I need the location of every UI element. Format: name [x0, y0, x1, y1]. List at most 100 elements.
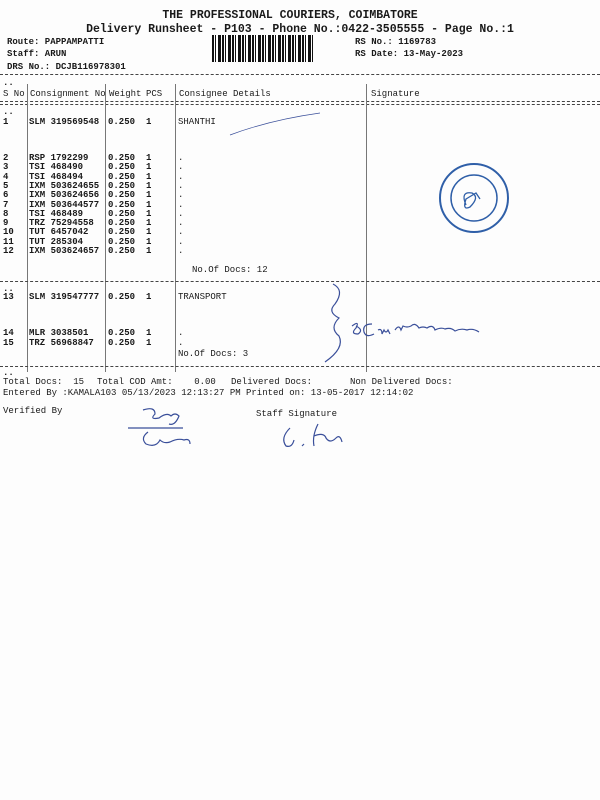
col-sno: S No [3, 89, 25, 99]
divider [0, 281, 600, 282]
cell-consignee: . [178, 338, 184, 348]
cell-sno: 4 [3, 171, 9, 182]
separator: .. [3, 78, 14, 88]
cell-consignee: TRANSPORT [178, 292, 227, 302]
column-line [105, 84, 106, 372]
cell-sno: 5 [3, 180, 9, 191]
col-pcs: PCS [146, 89, 163, 99]
cell-pcs: 1 [146, 162, 152, 173]
staff-signature-label: Staff Signature [256, 409, 338, 419]
cell-pcs: 1 [146, 292, 152, 302]
cell-consignment: TRZ 75294558 [29, 218, 94, 229]
column-line [27, 84, 28, 372]
rs-no: RS No.: 1169783 [355, 37, 437, 47]
cell-consignment: TSI 468494 [29, 171, 84, 182]
cell-sno: 7 [3, 199, 9, 210]
col-signature: Signature [371, 89, 420, 99]
cell-pcs: 1 [146, 236, 152, 247]
barcode [212, 35, 313, 62]
cell-consignment: SLM 319569548 [29, 117, 100, 127]
cell-sno: 13 [3, 292, 14, 302]
cell-sno: 6 [3, 190, 9, 201]
cell-sno: 12 [3, 246, 14, 256]
cell-pcs: 1 [146, 153, 152, 163]
cell-consignee: . [178, 180, 184, 191]
group-docs-count: No.Of Docs: 12 [192, 265, 268, 275]
cell-consignee: SHANTHI [178, 117, 216, 127]
cell-weight: 0.250 [108, 236, 136, 247]
printed-on: Printed on: 13-05-2017 12:14:02 [246, 388, 414, 398]
verified-by: Verified By [3, 406, 63, 416]
delivered-docs: Delivered Docs: [231, 377, 313, 387]
cell-pcs: 1 [146, 180, 152, 191]
company-title: THE PROFESSIONAL COURIERS, COIMBATORE [162, 9, 418, 22]
divider [0, 104, 600, 105]
cell-weight: 0.250 [108, 162, 136, 173]
cell-consignee: . [178, 218, 184, 229]
cell-weight: 0.250 [108, 153, 136, 163]
cell-consignee: . [178, 171, 184, 182]
cell-pcs: 1 [146, 338, 152, 348]
rs-date: RS Date: 13-May-2023 [355, 49, 464, 59]
cell-sno: 2 [3, 153, 9, 163]
handwritten-signatures [128, 112, 480, 447]
column-line [366, 84, 367, 372]
cell-consignment: TSI 468490 [29, 162, 84, 173]
cell-weight: 0.250 [108, 190, 136, 201]
divider [0, 101, 600, 102]
cell-weight: 0.250 [108, 218, 136, 229]
cell-weight: 0.250 [108, 171, 136, 182]
cell-pcs: 1 [146, 328, 152, 338]
cell-pcs: 1 [146, 117, 152, 127]
cell-consignment: TRZ 56968847 [29, 338, 94, 348]
cell-consignee: . [178, 236, 184, 247]
cell-sno: 14 [3, 328, 14, 338]
cell-weight: 0.250 [108, 292, 136, 302]
divider [0, 366, 600, 367]
cell-consignee: . [178, 190, 184, 201]
cell-consignee: . [178, 246, 184, 256]
separator: .. [3, 368, 14, 378]
cell-consignee: . [178, 153, 184, 163]
group-docs-count: No.Of Docs: 3 [178, 349, 249, 359]
cell-consignment: TUT 6457042 [29, 227, 89, 238]
column-line [175, 84, 176, 372]
cell-weight: 0.250 [108, 180, 136, 191]
cell-sno: 8 [3, 208, 9, 219]
cell-weight: 0.250 [108, 227, 136, 238]
cell-consignment: SLM 319547777 [29, 292, 100, 302]
cell-pcs: 1 [146, 190, 152, 201]
cell-consignment: TUT 285304 [29, 236, 84, 247]
total-docs: Total Docs: 15 [3, 377, 85, 387]
drs-no: DRS No.: DCJB116978301 [7, 62, 126, 72]
cell-sno: 3 [3, 162, 9, 173]
staff: Staff: ARUN [7, 49, 67, 59]
cell-weight: 0.250 [108, 338, 136, 348]
cell-consignee: . [178, 199, 184, 210]
cell-consignment: IXM 503624655 [29, 180, 100, 191]
non-delivered-docs: Non Delivered Docs: [350, 377, 453, 387]
cell-sno: 1 [3, 117, 9, 127]
cell-consignment: IXM 503644577 [29, 199, 100, 210]
route: Route: PAPPAMPATTI [7, 37, 105, 47]
cell-sno: 15 [3, 338, 14, 348]
cell-pcs: 1 [146, 199, 152, 210]
cell-consignment: MLR 3038501 [29, 328, 89, 338]
col-weight: Weight [109, 89, 142, 99]
cell-weight: 0.250 [108, 117, 136, 127]
runsheet-subtitle: Delivery Runsheet - P103 - Phone No.:042… [86, 23, 514, 36]
cell-weight: 0.250 [108, 328, 136, 338]
cell-sno: 10 [3, 227, 14, 238]
cell-consignment: IXM 503624657 [29, 246, 100, 256]
cell-weight: 0.250 [108, 208, 136, 219]
cell-consignee: . [178, 227, 184, 238]
cell-weight: 0.250 [108, 199, 136, 210]
cell-consignee: . [178, 328, 184, 338]
company-stamp [439, 163, 509, 233]
cell-consignment: RSP 1792299 [29, 153, 89, 163]
entered-by: Entered By :KAMALA103 05/13/2023 12:13:2… [3, 388, 241, 398]
cell-pcs: 1 [146, 227, 152, 238]
cell-pcs: 1 [146, 218, 152, 229]
cell-sno: 9 [3, 218, 9, 229]
